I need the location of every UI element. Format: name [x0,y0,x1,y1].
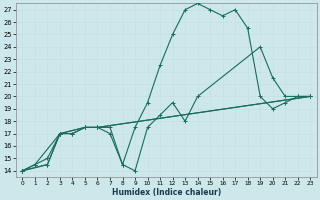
X-axis label: Humidex (Indice chaleur): Humidex (Indice chaleur) [112,188,221,197]
